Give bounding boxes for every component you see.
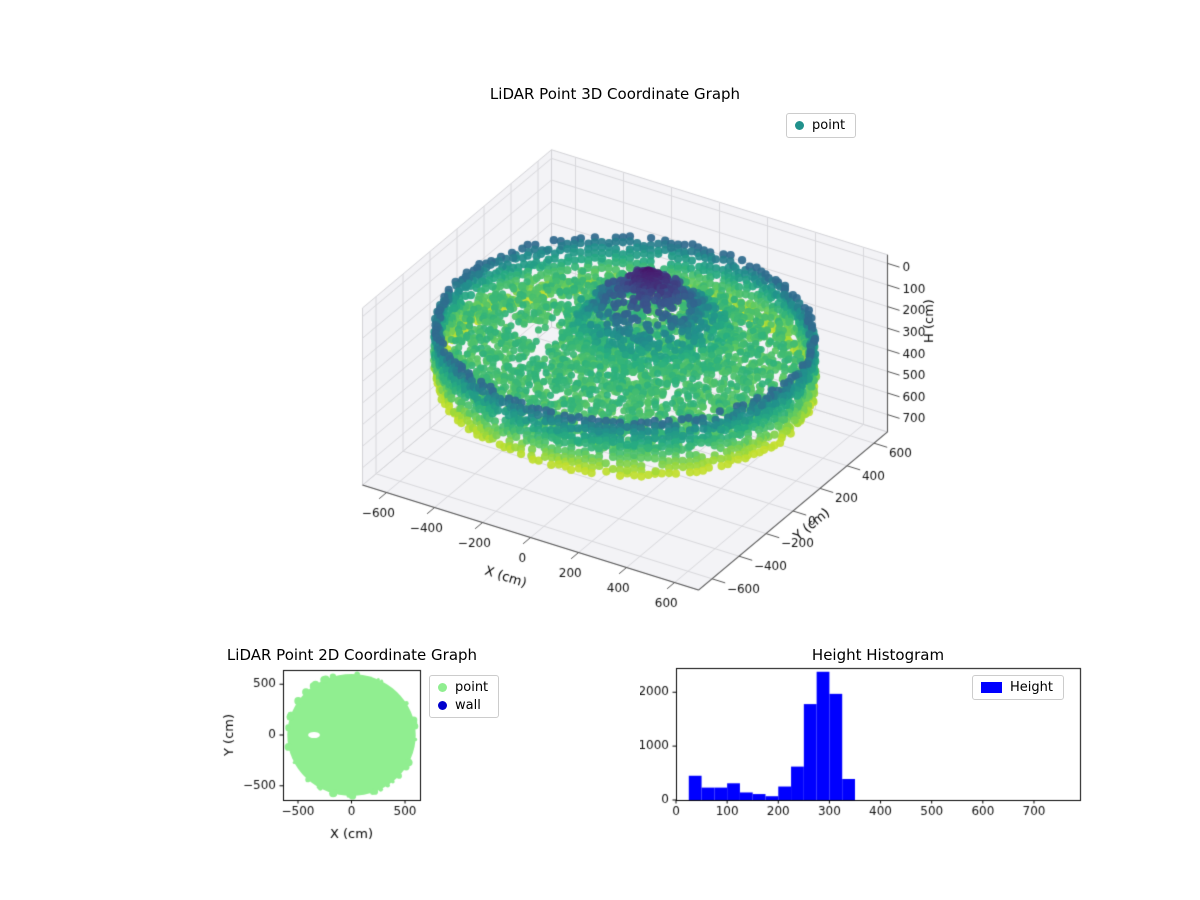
legend-label: wall	[455, 698, 481, 713]
plot2d-canvas	[200, 640, 450, 870]
height-patch-icon	[981, 682, 1002, 693]
wall-marker-icon	[438, 701, 447, 710]
plot2d-legend: point wall	[429, 675, 500, 718]
legend-label: point	[455, 680, 489, 695]
plot3d-legend: point	[786, 113, 857, 138]
histogram-legend: Height	[972, 675, 1064, 700]
plot3d-title: LiDAR Point 3D Coordinate Graph	[489, 85, 741, 103]
point-marker-icon	[795, 121, 804, 130]
legend-item-point: point	[795, 118, 845, 133]
legend-label: point	[812, 118, 846, 133]
legend-item-wall: wall	[438, 698, 488, 713]
legend-item-height: Height	[981, 680, 1053, 695]
legend-item-point: point	[438, 680, 488, 695]
legend-label: Height	[1010, 680, 1053, 695]
point-marker-icon	[438, 683, 447, 692]
plot3d-canvas	[320, 110, 980, 630]
